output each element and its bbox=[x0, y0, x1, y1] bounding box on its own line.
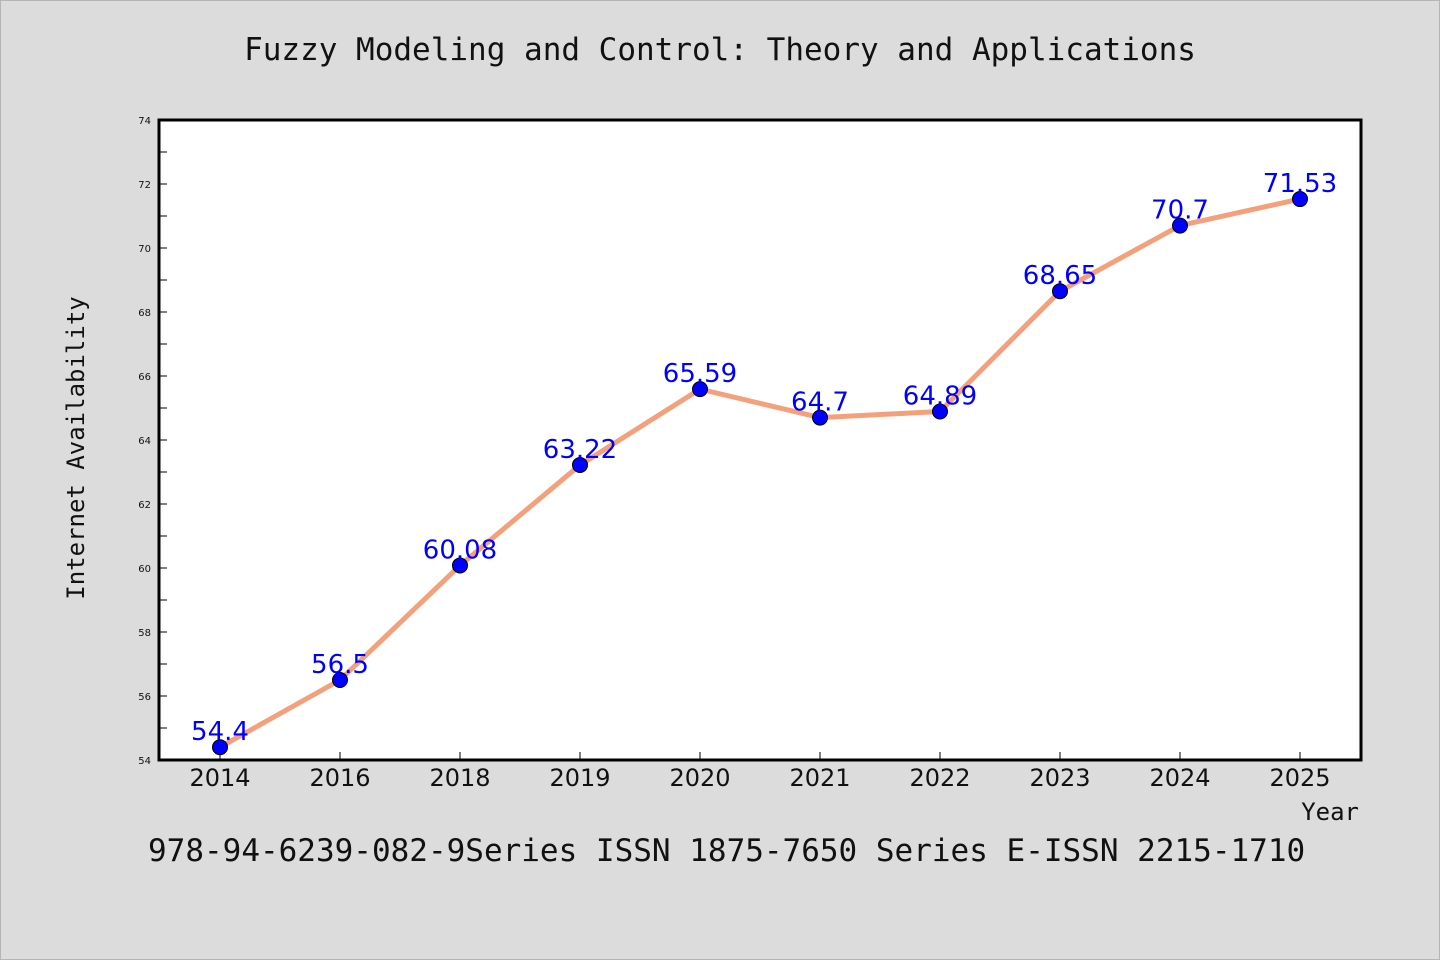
x-tick-label: 2024 bbox=[1149, 764, 1210, 792]
y-tick-label: 66 bbox=[138, 372, 151, 383]
data-point bbox=[1052, 283, 1068, 300]
data-point bbox=[932, 403, 948, 420]
x-tick-label: 2025 bbox=[1269, 764, 1330, 792]
y-tick-label: 70 bbox=[138, 244, 151, 255]
series-group bbox=[212, 191, 1308, 756]
y-axis: 54 56 58 60 62 64 66 68 70 72 74 bbox=[138, 116, 167, 767]
x-tick-label: 2020 bbox=[669, 764, 730, 792]
y-tick-label: 60 bbox=[138, 564, 151, 575]
x-tick-label: 2021 bbox=[789, 764, 850, 792]
x-axis: 2014 2016 2018 2019 2020 2021 2022 2023 2024 2025 bbox=[189, 752, 1331, 792]
data-point bbox=[692, 381, 708, 398]
y-tick-label: 74 bbox=[138, 116, 151, 127]
x-tick-label: 2016 bbox=[309, 764, 370, 792]
y-tick-label: 58 bbox=[138, 628, 151, 639]
y-tick-label: 54 bbox=[138, 756, 151, 767]
chart-title: Fuzzy Modeling and Control: Theory and A… bbox=[244, 32, 1196, 68]
x-tick-label: 2014 bbox=[189, 764, 250, 792]
data-point bbox=[812, 409, 828, 426]
data-label: 60.08 bbox=[423, 535, 497, 565]
isbn-issn-footer: 978-94-6239-082-9Series ISSN 1875-7650 S… bbox=[148, 833, 1306, 869]
x-tick-label: 2022 bbox=[909, 764, 970, 792]
y-tick-label: 56 bbox=[138, 692, 151, 703]
y-tick-label: 64 bbox=[138, 436, 151, 447]
data-point bbox=[572, 456, 588, 473]
data-labels-group: 54.4 56.5 60.08 63.22 65.59 64.7 64.89 68.65 70.… bbox=[191, 169, 1337, 747]
x-axis-title: Year bbox=[1301, 798, 1359, 826]
data-point bbox=[452, 557, 468, 574]
data-point bbox=[332, 672, 348, 688]
data-label: 64.7 bbox=[791, 388, 849, 418]
data-label: 68.65 bbox=[1023, 261, 1097, 291]
y-tick-label: 68 bbox=[138, 308, 151, 319]
x-tick-label: 2018 bbox=[429, 764, 490, 792]
data-label: 63.22 bbox=[543, 435, 617, 465]
data-point bbox=[1172, 217, 1188, 234]
data-label: 65.59 bbox=[663, 359, 737, 389]
data-label: 71.53 bbox=[1263, 169, 1337, 199]
y-tick-label: 62 bbox=[138, 500, 151, 511]
data-label: 54.4 bbox=[191, 717, 249, 747]
series-line bbox=[217, 196, 1303, 750]
x-tick-label: 2023 bbox=[1029, 764, 1090, 792]
data-point bbox=[212, 739, 228, 756]
data-label: 56.5 bbox=[311, 650, 369, 680]
y-axis-title: Internet Availability bbox=[62, 296, 90, 599]
data-label: 70.7 bbox=[1151, 196, 1209, 226]
x-tick-label: 2019 bbox=[549, 764, 610, 792]
data-label: 64.89 bbox=[903, 382, 977, 412]
data-point bbox=[1292, 191, 1308, 208]
plot-area bbox=[157, 118, 1363, 762]
y-tick-label: 72 bbox=[138, 180, 151, 191]
